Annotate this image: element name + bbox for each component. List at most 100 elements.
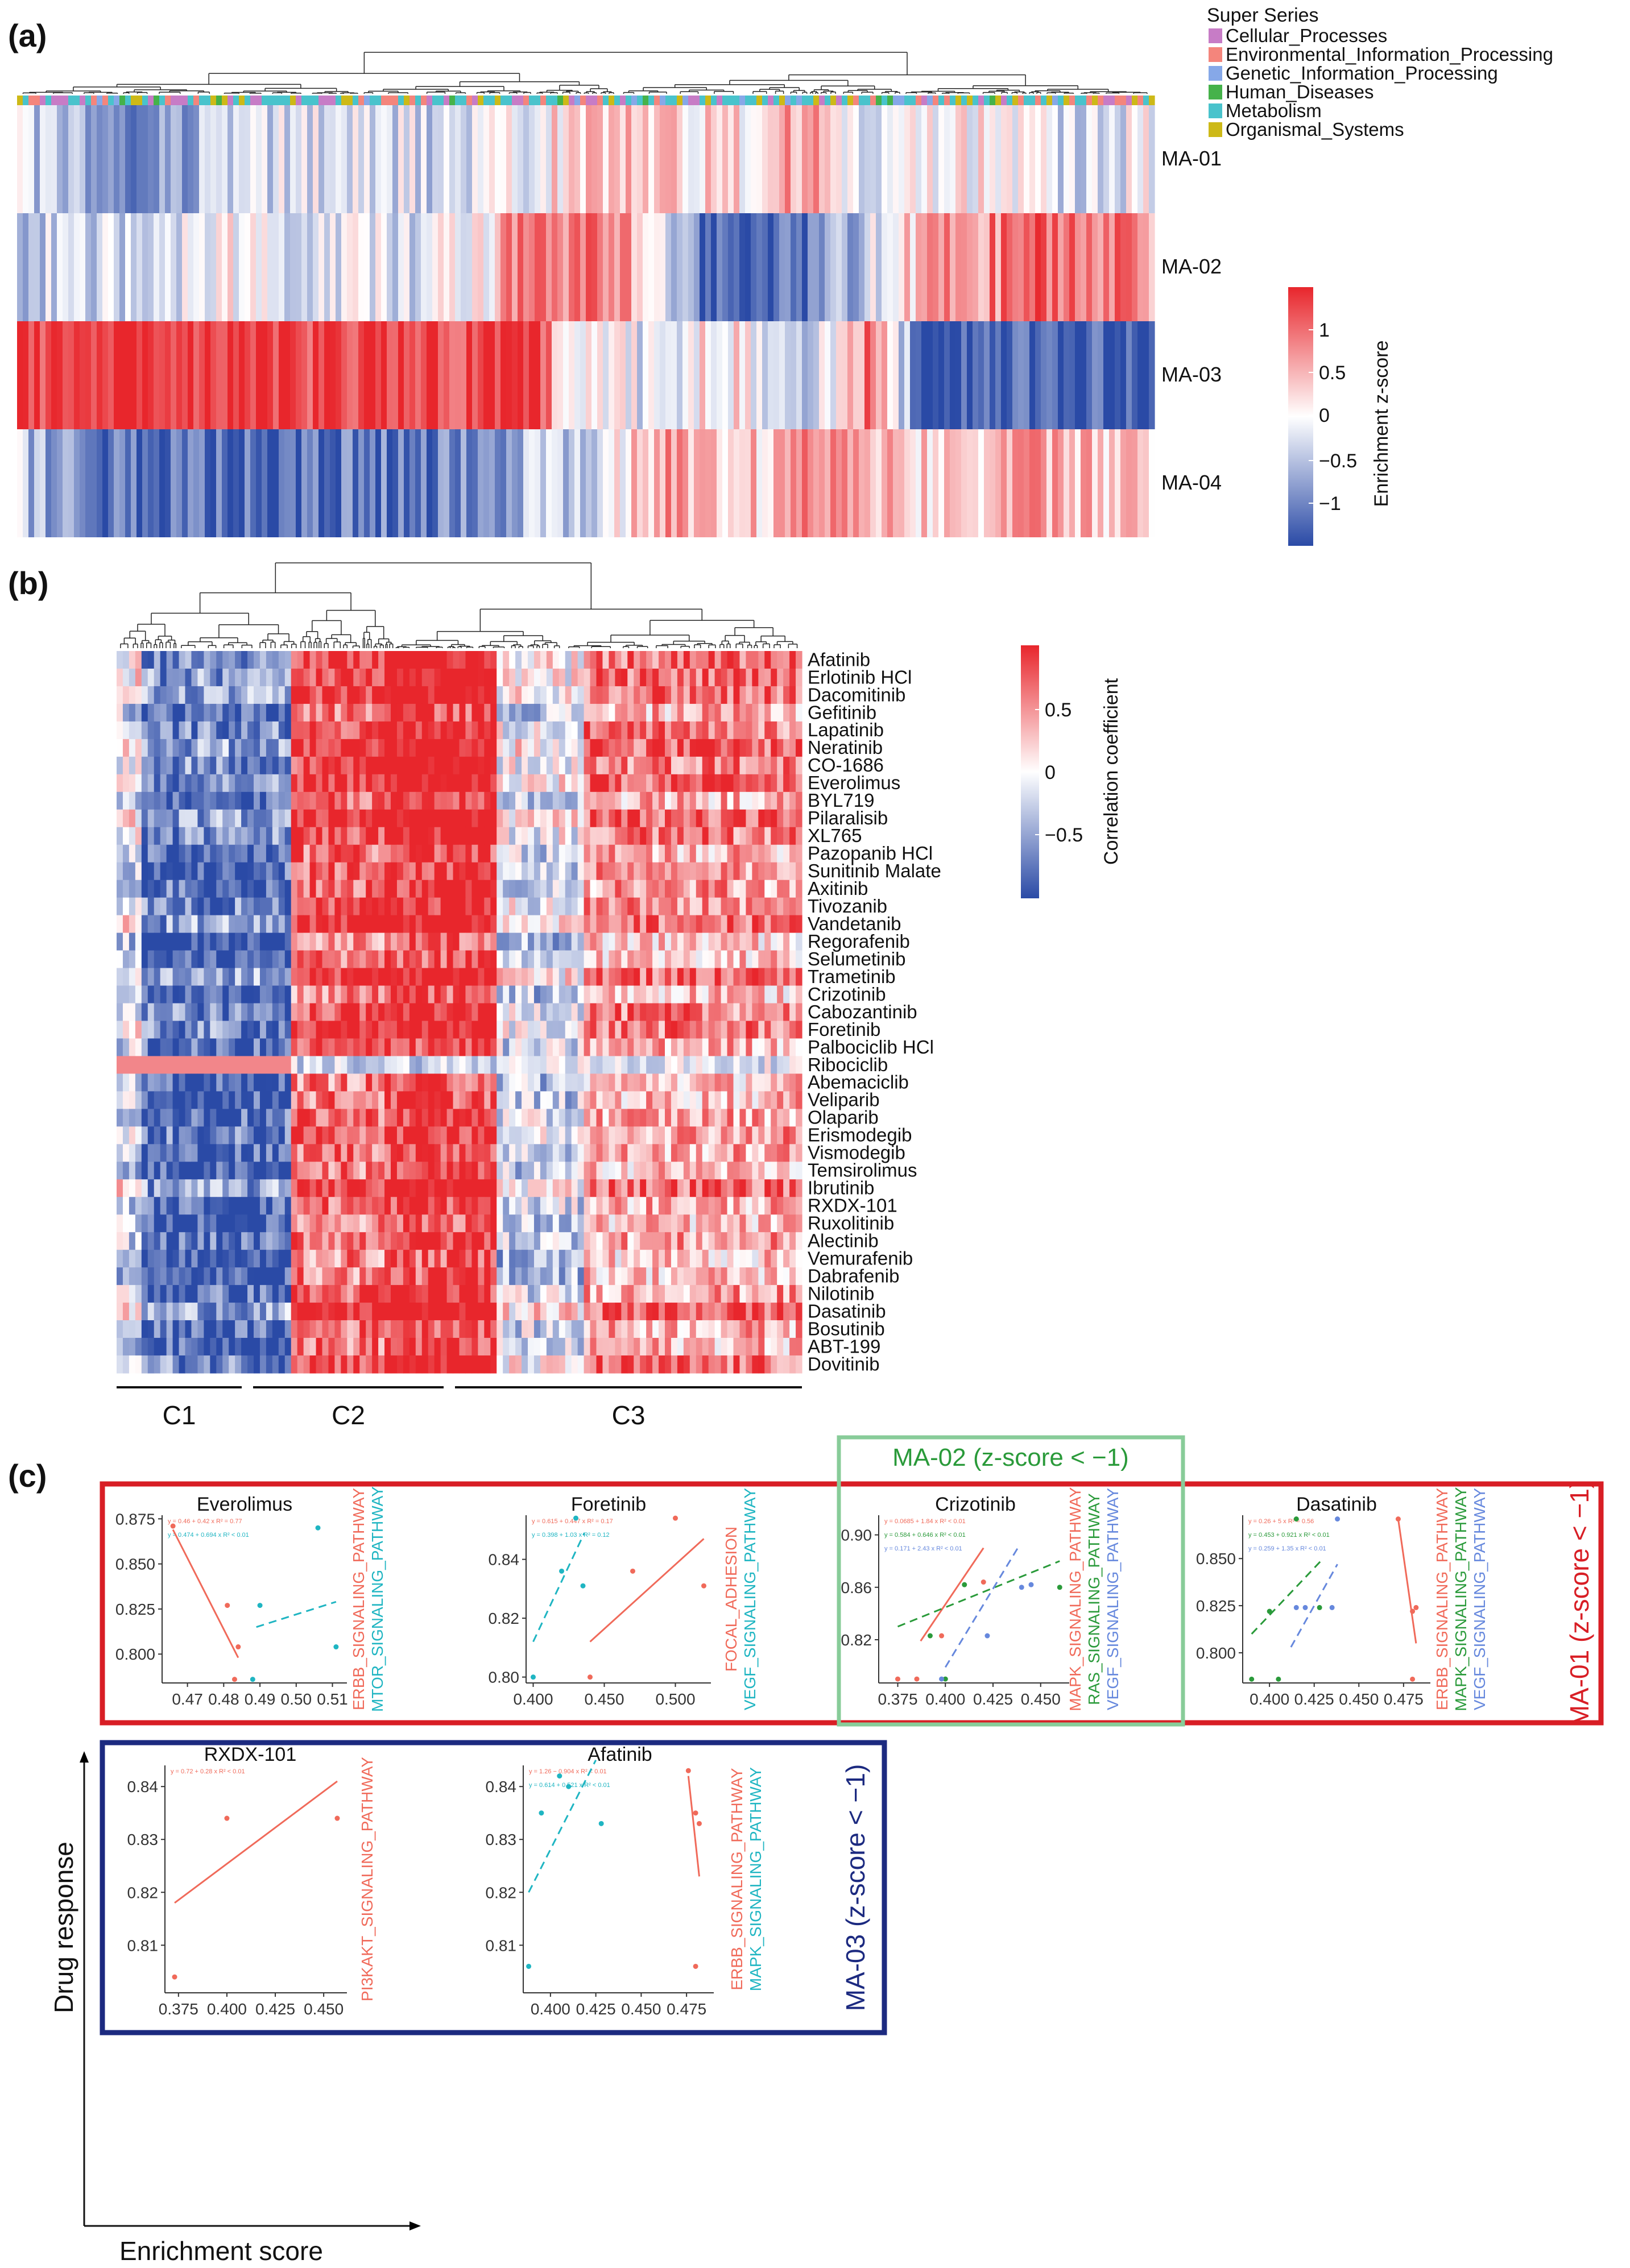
heatmap-cell <box>216 897 223 916</box>
heatmap-cell <box>465 791 473 810</box>
heatmap-cell <box>478 429 484 537</box>
heatmap-cell <box>565 950 572 969</box>
heatmap-cell <box>1012 105 1019 213</box>
heatmap-cell <box>191 739 198 757</box>
heatmap-cell <box>241 880 248 898</box>
heatmap-cell <box>967 105 973 213</box>
heatmap-cell <box>512 429 518 537</box>
heatmap-cell <box>640 862 647 881</box>
heatmap-cell <box>122 1003 130 1022</box>
heatmap-cell <box>291 897 298 916</box>
heatmap-cell <box>74 429 80 537</box>
super-series-cell <box>409 96 416 105</box>
heatmap-cell <box>245 105 251 213</box>
heatmap-cell <box>387 105 393 213</box>
heatmap-cell <box>558 915 566 934</box>
heatmap-cell <box>689 1056 697 1075</box>
heatmap-cell <box>683 668 690 687</box>
heatmap-cell <box>272 950 279 969</box>
super-series-cell <box>444 96 450 105</box>
heatmap-cell <box>584 915 591 934</box>
heatmap-cell <box>739 809 747 828</box>
heatmap-cell <box>484 880 491 898</box>
heatmap-cell <box>403 774 410 793</box>
heatmap-cell <box>241 774 248 793</box>
heatmap-cell <box>222 862 229 881</box>
heatmap-cell <box>117 703 123 722</box>
heatmap-cell <box>696 950 703 969</box>
heatmap-cell <box>771 932 777 951</box>
heatmap-cell <box>297 862 304 881</box>
heatmap-cell <box>789 880 796 898</box>
heatmap-cell <box>927 213 933 321</box>
heatmap-cell <box>842 213 848 321</box>
heatmap-cell <box>378 880 385 898</box>
heatmap-cell <box>478 880 485 898</box>
heatmap-cell <box>643 105 649 213</box>
heatmap-cell <box>154 721 161 740</box>
heatmap-cell <box>746 1021 752 1039</box>
super-series-cell <box>301 96 308 105</box>
heatmap-cell <box>1035 429 1041 537</box>
heatmap-cell <box>384 915 391 934</box>
heatmap-cell <box>529 321 535 429</box>
heatmap-cell <box>239 321 245 429</box>
heatmap-cell <box>577 862 585 881</box>
heatmap-cell <box>558 791 566 810</box>
heatmap-cell <box>210 721 217 740</box>
heatmap-cell <box>166 756 173 775</box>
heatmap-cell <box>646 739 653 757</box>
heatmap-cell <box>584 968 591 986</box>
heatmap-cell <box>154 1021 161 1039</box>
heatmap-cell <box>654 105 660 213</box>
heatmap-cell <box>503 932 510 951</box>
heatmap-cell <box>771 1038 777 1057</box>
drug-label: Selumetinib <box>808 948 905 969</box>
heatmap-cell <box>222 791 229 810</box>
heatmap-cell <box>777 844 784 863</box>
heatmap-cell <box>627 880 634 898</box>
heatmap-cell <box>876 321 882 429</box>
heatmap-cell <box>216 686 223 704</box>
heatmap-cell <box>347 827 354 845</box>
heatmap-cell <box>634 880 640 898</box>
heatmap-cell <box>291 651 298 669</box>
heatmap-cell <box>409 721 416 740</box>
heatmap-cell <box>756 213 763 321</box>
heatmap-cell <box>391 844 398 863</box>
heatmap-cell <box>135 1091 142 1109</box>
heatmap-cell <box>584 791 591 810</box>
heatmap-cell <box>254 915 260 934</box>
heatmap-cell <box>459 915 466 934</box>
heatmap-cell <box>235 1003 242 1022</box>
heatmap-cell <box>459 686 466 704</box>
heatmap-cell <box>403 703 410 722</box>
heatmap-cell <box>247 862 254 881</box>
heatmap-cell <box>172 791 180 810</box>
heatmap-cell <box>683 1091 690 1109</box>
heatmap-cell <box>171 429 177 537</box>
heatmap-cell <box>297 1056 304 1075</box>
heatmap-cell <box>621 1056 628 1075</box>
heatmap-cell <box>708 774 715 793</box>
heatmap-cell <box>1103 213 1110 321</box>
heatmap-cell <box>129 915 136 934</box>
heatmap-cell <box>229 844 235 863</box>
heatmap-cell <box>233 213 239 321</box>
heatmap-cell <box>341 774 347 793</box>
heatmap-cell <box>97 429 103 537</box>
heatmap-cell <box>313 105 319 213</box>
heatmap-cell <box>546 429 552 537</box>
heatmap-cell <box>309 739 317 757</box>
heatmap-cell <box>353 1073 360 1092</box>
heatmap-cell <box>552 844 560 863</box>
super-series-cell <box>830 96 837 105</box>
heatmap-cell <box>752 809 759 828</box>
heatmap-cell <box>637 105 643 213</box>
heatmap-cell <box>284 880 292 898</box>
heatmap-cell <box>328 739 336 757</box>
heatmap-cell <box>789 862 796 881</box>
heatmap-cell <box>199 213 205 321</box>
heatmap-cell <box>522 1109 528 1127</box>
heatmap-cell <box>665 985 672 1004</box>
